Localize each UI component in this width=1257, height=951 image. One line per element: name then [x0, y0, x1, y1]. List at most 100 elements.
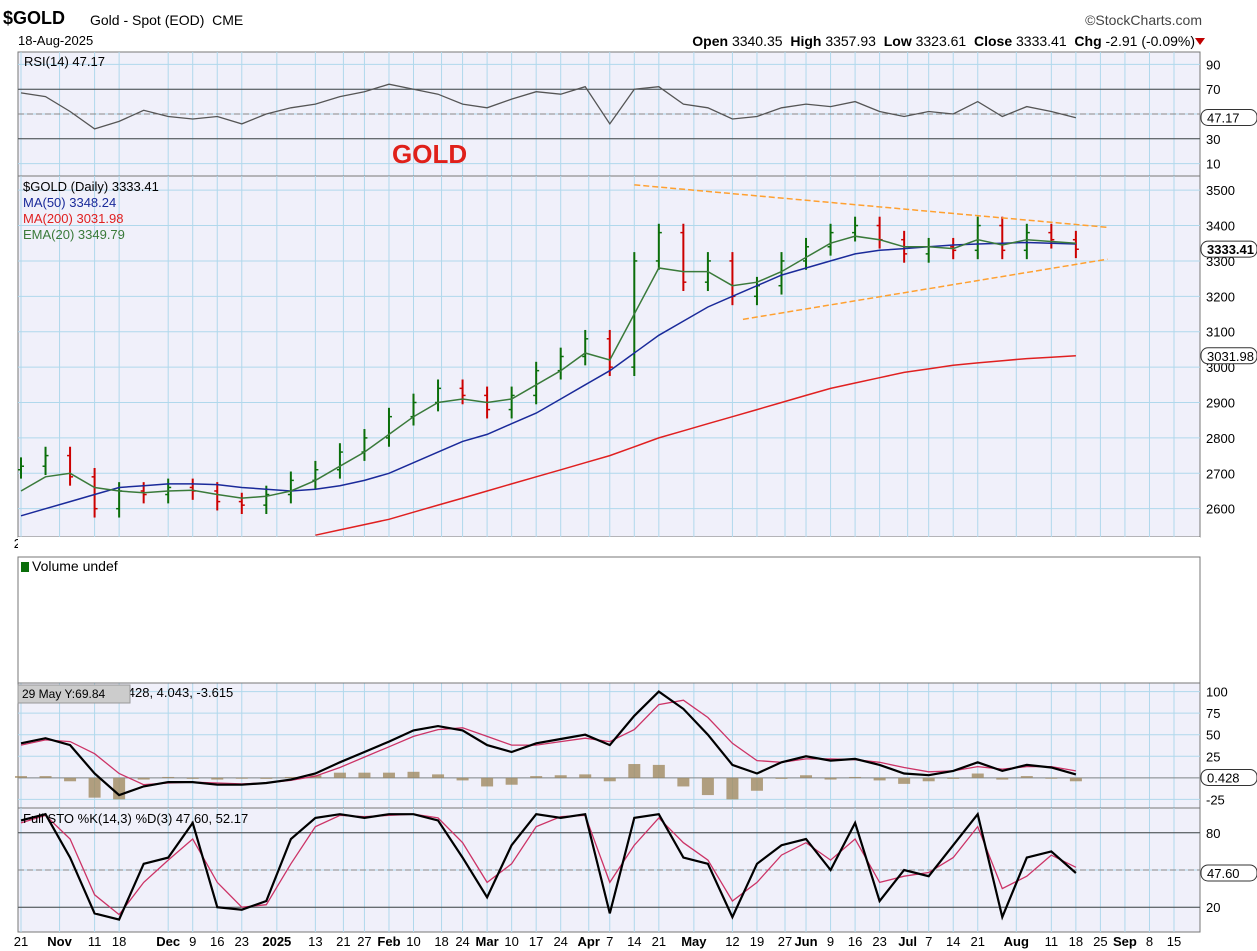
macd-histogram-bar	[1020, 776, 1033, 778]
y-tick-label: 25	[1206, 749, 1220, 764]
x-tick-label: 21	[971, 934, 985, 949]
x-tick-label: 16	[848, 934, 862, 949]
x-tick-label: May	[681, 934, 707, 949]
x-tick-label: Feb	[377, 934, 400, 949]
x-tick-label: 17	[529, 934, 543, 949]
price-ma50-line	[20, 241, 1076, 517]
y-tick-label: 3400	[1206, 219, 1235, 234]
y-tick-label: 10	[1206, 157, 1220, 172]
x-tick-label: 9	[189, 934, 196, 949]
macd-histogram-bar	[333, 772, 346, 778]
ma200-last-value: 3031.98	[1207, 349, 1254, 364]
price-ema20-line	[20, 235, 1076, 499]
macd-histogram-bar	[456, 777, 469, 781]
x-tick-label: 8	[1146, 934, 1153, 949]
price-legend-item: $GOLD (Daily) 3333.41	[23, 179, 159, 194]
y-tick-label: 100	[1206, 685, 1228, 700]
macd-histogram-bar	[382, 772, 395, 778]
macd-tooltip-box	[17, 684, 131, 704]
macd-histogram-bar	[603, 777, 616, 782]
macd-histogram-bar	[898, 777, 911, 784]
y-tick-label: 80	[1206, 826, 1220, 841]
macd-histogram-bar	[750, 777, 763, 791]
macd-histogram-bar	[284, 776, 297, 778]
y-tick-label: 70	[1206, 82, 1220, 97]
x-tick-label: 21	[652, 934, 666, 949]
x-tick-label: Jun	[794, 934, 817, 949]
x-axis-strip-1	[18, 935, 1200, 949]
macd-histogram-bar	[407, 771, 420, 778]
x-tick-label: 7	[925, 934, 932, 949]
x-tick-label: 19	[750, 934, 764, 949]
macd-histogram-bar	[1069, 777, 1082, 782]
macd-histogram-bar	[1045, 777, 1058, 779]
x-tick-label: 18	[434, 934, 448, 949]
x-tick-label: 23	[235, 934, 249, 949]
macd-histogram-bar	[137, 777, 150, 780]
x-tick-label: 10	[406, 934, 420, 949]
sto-k-line	[20, 811, 1077, 921]
macd-histogram-bar	[996, 777, 1009, 780]
macd-histogram-bar	[677, 777, 690, 787]
macd-tooltip: 29 May Y:69.84	[22, 687, 106, 701]
sto-last-value-box	[1200, 864, 1257, 882]
rsi-last-value-box	[1200, 109, 1257, 127]
volume-panel-bg	[17, 556, 1201, 684]
macd-histogram-bar	[235, 777, 248, 779]
macd-histogram-bar	[88, 777, 101, 798]
x-tick-label: 25	[1093, 934, 1107, 949]
x-tick-label: 27	[357, 934, 371, 949]
macd-histogram-bar	[726, 777, 739, 800]
x-tick-label: 11	[1045, 934, 1059, 949]
x-tick-label: 15	[1167, 934, 1181, 949]
macd-histogram-bar	[505, 777, 518, 785]
x-tick-label: 18	[112, 934, 126, 949]
brand-watermark: ©StockCharts.com	[1085, 12, 1202, 28]
ohlc-summary: Open 3340.35 High 3357.93 Low 3323.61 Cl…	[692, 33, 1195, 49]
macd-histogram-bar	[162, 776, 175, 778]
price-legend-item: EMA(20) 3349.79	[23, 227, 125, 242]
y-tick-label: 20	[1206, 900, 1220, 915]
macd-histogram-bar	[579, 774, 592, 778]
macd-histogram-bar	[824, 777, 837, 780]
y-tick-label: 3300	[1206, 254, 1235, 269]
y-tick-label: 3200	[1206, 289, 1235, 304]
y-tick-label: 2900	[1206, 396, 1235, 411]
ma200-last-value-box	[1200, 347, 1257, 365]
macd-histogram-bar	[800, 775, 813, 778]
macd-histogram-bar	[186, 777, 199, 779]
x-tick-label: 14	[946, 934, 960, 949]
macd-histogram-bar	[358, 772, 371, 778]
x-tick-label: 9	[827, 934, 834, 949]
x-tick-label: 24	[553, 934, 567, 949]
volume-icon	[21, 562, 29, 572]
x-tick-label: 27	[778, 934, 792, 949]
macd-histogram-bar	[628, 764, 641, 778]
macd-histogram-bar	[922, 777, 935, 782]
y-tick-label: 3100	[1206, 325, 1235, 340]
sto-title: Full STO %K(14,3) %D(3) 47.60, 52.17	[23, 811, 248, 826]
x-tick-label: 14	[627, 934, 641, 949]
price-legend-item: MA(50) 3348.24	[23, 195, 116, 210]
x-tick-label: 21	[14, 934, 28, 949]
x-tick-label: Jul	[898, 934, 917, 949]
macd-histogram-bar	[873, 777, 886, 781]
macd-histogram-bar	[701, 777, 714, 796]
symbol-title: $GOLD	[3, 8, 66, 28]
macd-histogram-bar	[64, 777, 77, 782]
sto-d-line	[20, 813, 1077, 916]
macd-histogram-bar	[849, 776, 862, 778]
y-tick-label: 3500	[1206, 183, 1235, 198]
y-tick-label: 2700	[1206, 466, 1235, 481]
macd-histogram-bar	[971, 773, 984, 778]
rsi-title: RSI(14) 47.17	[24, 54, 105, 69]
triangle-upper-line	[634, 184, 1108, 229]
x-tick-label: Aug	[1004, 934, 1029, 949]
x-tick-label: Nov	[47, 934, 72, 949]
macd-histogram-bar	[481, 777, 494, 787]
price-legend-item: MA(200) 3031.98	[23, 211, 123, 226]
x-tick-label: 13	[308, 934, 322, 949]
rsi-line	[20, 83, 1077, 130]
price-ma200-line	[315, 355, 1076, 536]
